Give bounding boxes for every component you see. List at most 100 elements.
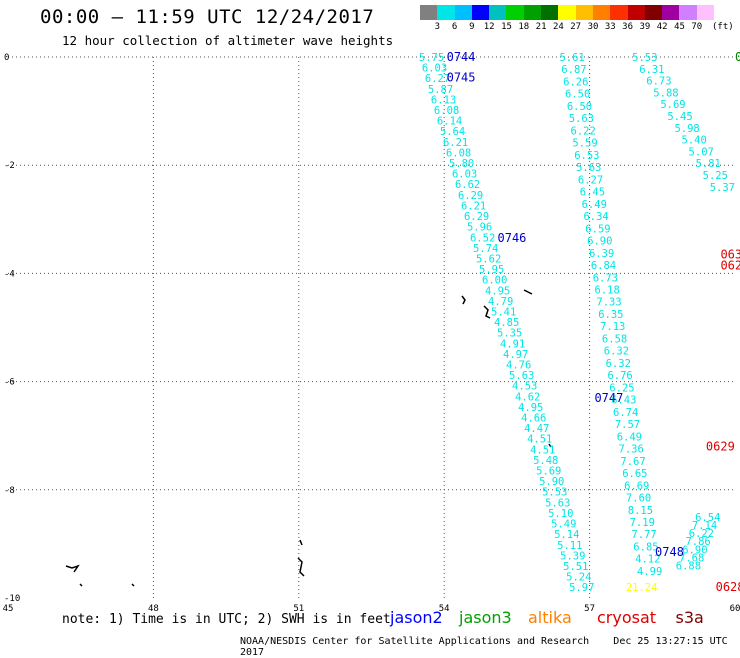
wave-height-value: 5.63 bbox=[509, 370, 534, 382]
map-title: 00:00 – 11:59 UTC 12/24/2017 bbox=[40, 6, 375, 28]
colorbar-swatch bbox=[489, 5, 507, 20]
wave-height-value: 6.45 bbox=[580, 187, 605, 199]
satellite-s3a: s3a bbox=[675, 608, 704, 627]
wave-height-value: 4.12 bbox=[635, 554, 660, 566]
colorbar-swatch bbox=[471, 5, 490, 20]
wave-height-value: 5.37 bbox=[710, 182, 735, 194]
colorbar-tick-label: 33 bbox=[604, 22, 616, 32]
colorbar-tick-label: 9 bbox=[469, 22, 475, 32]
wave-height-value: 4.62 bbox=[515, 391, 540, 403]
wave-height-value: 6.08 bbox=[446, 147, 471, 159]
wave-height-value: 4.51 bbox=[530, 444, 555, 456]
wave-height-value: 5.98 bbox=[674, 123, 699, 135]
wave-height-value: 5.62 bbox=[476, 253, 501, 265]
wave-height-value: 5.10 bbox=[548, 508, 573, 520]
x-tick-label: 48 bbox=[148, 604, 159, 614]
wave-height-value: 6.54 bbox=[695, 512, 720, 524]
colorbar-swatch bbox=[541, 5, 559, 20]
credit-line: NOAA/NESDIS Center for Satellite Applica… bbox=[240, 636, 740, 658]
wave-height-value: 7.67 bbox=[620, 456, 645, 468]
wave-height-value: 5.64 bbox=[440, 126, 465, 138]
wave-height-value: 7.57 bbox=[615, 419, 640, 431]
colorbar-tick-label: 39 bbox=[639, 22, 651, 32]
coastline bbox=[79, 583, 83, 587]
wave-height-value: 5.45 bbox=[667, 111, 692, 123]
colorbar-tick-label: 24 bbox=[552, 22, 564, 32]
wave-height-value: 4.95 bbox=[518, 402, 543, 414]
wave-height-value: 5.11 bbox=[557, 540, 582, 552]
y-tick-label: -4 bbox=[4, 269, 15, 279]
satellite-jason2: jason2 bbox=[390, 608, 443, 627]
colorbar-tick-label: 15 bbox=[501, 22, 512, 32]
wave-height-value: 5.51 bbox=[563, 561, 588, 573]
wave-height-value: 6.52 bbox=[470, 232, 495, 244]
wave-height-value: 7.19 bbox=[630, 517, 655, 529]
wave-height-value: 8.15 bbox=[628, 505, 653, 517]
wave-height-value: 4.95 bbox=[485, 285, 510, 297]
wave-height-value: 6.31 bbox=[639, 64, 664, 76]
wave-height-value: 6.53 bbox=[574, 150, 599, 162]
wave-height-value: 6.18 bbox=[595, 285, 620, 297]
wave-height-value: 6.49 bbox=[617, 431, 642, 443]
colorbar-swatch bbox=[644, 5, 663, 20]
wave-height-value: 7.36 bbox=[619, 444, 644, 456]
wave-height-value: 5.75 bbox=[419, 52, 444, 64]
colorbar-swatch bbox=[558, 5, 576, 20]
wave-height-value: 6.00 bbox=[482, 275, 507, 287]
wave-height-value: 6.21 bbox=[461, 200, 486, 212]
wave-height-value: 5.88 bbox=[653, 87, 678, 99]
y-tick-label: -10 bbox=[4, 594, 20, 604]
wave-height-value: 6.26 bbox=[563, 76, 588, 88]
wave-height-value: 6.32 bbox=[604, 346, 629, 358]
wave-height-value: 6.35 bbox=[598, 309, 623, 321]
y-tick-label: -8 bbox=[4, 486, 15, 496]
wave-height-value: 5.63 bbox=[576, 162, 601, 174]
wave-height-value: 4.53 bbox=[512, 381, 537, 393]
colorbar-tick-label: 36 bbox=[622, 22, 634, 32]
satellite-altika: altika bbox=[528, 608, 572, 627]
wave-height-value: 6.84 bbox=[591, 260, 616, 272]
wave-height-value: 6.22 bbox=[689, 528, 714, 540]
wave-height-value: 5.95 bbox=[479, 264, 504, 276]
wave-height-value: 6.62 bbox=[455, 179, 480, 191]
wave-height-value: 6.90 bbox=[682, 544, 707, 556]
wave-height-value: 4.66 bbox=[521, 413, 546, 425]
wave-height-value: 6.88 bbox=[676, 561, 701, 573]
wave-height-value: 5.25 bbox=[703, 170, 728, 182]
wave-height-value: 5.59 bbox=[572, 138, 597, 150]
coastline bbox=[65, 564, 80, 573]
coastline bbox=[299, 539, 303, 546]
wave-height-value: 4.47 bbox=[524, 423, 549, 435]
wave-height-value: 5.69 bbox=[536, 466, 561, 478]
wave-height-value: 6.27 bbox=[425, 73, 450, 85]
coastline bbox=[548, 443, 552, 448]
wave-height-value: 4.97 bbox=[503, 349, 528, 361]
wave-height-value: 6.32 bbox=[606, 358, 631, 370]
wave-height-value: 5.63 bbox=[569, 113, 594, 125]
wave-height-value: 4.91 bbox=[500, 338, 525, 350]
wave-height-value: 7.33 bbox=[596, 297, 621, 309]
wave-height-value: 6.22 bbox=[571, 125, 596, 137]
wave-height-value: 4.79 bbox=[488, 296, 513, 308]
wave-height-value: 6.14 bbox=[437, 116, 462, 128]
x-tick-label: 51 bbox=[293, 604, 304, 614]
colorbar-tick-label: 45 bbox=[674, 22, 685, 32]
coastline bbox=[461, 295, 466, 305]
wave-height-value: 7.86 bbox=[685, 536, 710, 548]
colorbar-tick-label: 6 bbox=[451, 22, 458, 32]
wave-height-value: 6.85 bbox=[633, 541, 658, 553]
wave-height-value: 5.39 bbox=[560, 550, 585, 562]
y-tick-label: -2 bbox=[4, 161, 15, 171]
wave-height-value: 6.58 bbox=[602, 333, 627, 345]
wave-height-value: 6.13 bbox=[431, 94, 456, 106]
wave-height-value: 5.41 bbox=[491, 306, 516, 318]
wave-height-value: 6.27 bbox=[578, 174, 603, 186]
colorbar-swatch bbox=[592, 5, 611, 20]
credit-text: NOAA/NESDIS Center for Satellite Applica… bbox=[240, 636, 590, 647]
wave-height-value: 5.81 bbox=[696, 158, 721, 170]
wave-height-value: 5.14 bbox=[554, 529, 579, 541]
colorbar-swatch bbox=[454, 5, 472, 20]
wave-height-value: 5.53 bbox=[542, 487, 567, 499]
